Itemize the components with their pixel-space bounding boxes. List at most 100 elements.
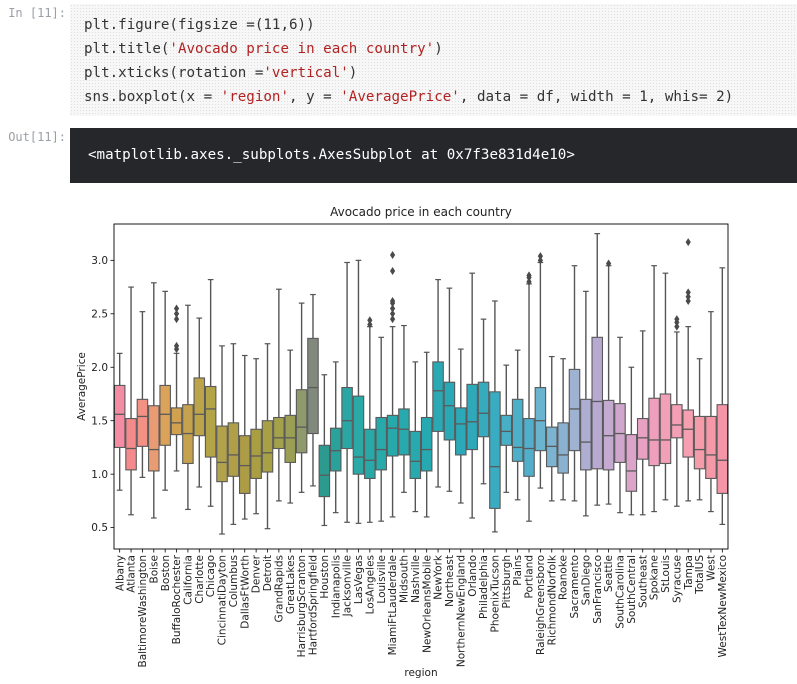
box-Denver bbox=[250, 358, 262, 515]
box-Midsouth bbox=[398, 324, 410, 493]
x-tick-label: Atlanta bbox=[126, 555, 138, 593]
x-tick-label: Spokane bbox=[649, 555, 661, 600]
box-Charlotte bbox=[193, 317, 206, 488]
x-tick-label: SanFrancisco bbox=[592, 555, 604, 624]
box-iqr bbox=[705, 415, 717, 479]
x-tick-label: LasVegas bbox=[353, 555, 365, 604]
box-LosAngeles bbox=[364, 316, 376, 523]
box-Seattle bbox=[602, 259, 615, 505]
box-SouthCentral bbox=[625, 366, 638, 516]
box-iqr bbox=[125, 418, 137, 471]
x-tick-label: NewYork bbox=[433, 554, 445, 600]
code-string-token: 'AveragePrice' bbox=[340, 89, 460, 105]
x-tick-label: GreatLakes bbox=[285, 555, 297, 614]
outlier-marker bbox=[367, 320, 373, 329]
box-Spokane bbox=[648, 265, 660, 513]
box-WestTexNewMexico bbox=[716, 267, 729, 526]
outlier-marker bbox=[685, 292, 691, 301]
box-iqr bbox=[659, 393, 672, 465]
box-iqr bbox=[227, 422, 240, 477]
x-tick-label: Chicago bbox=[205, 555, 217, 597]
box-iqr bbox=[693, 415, 706, 470]
x-tick-label: TotalUS bbox=[694, 555, 706, 595]
box-iqr bbox=[648, 397, 660, 467]
x-tick-label: Sacramento bbox=[569, 555, 581, 619]
box-SanFrancisco bbox=[591, 233, 604, 506]
box-Boise bbox=[148, 282, 160, 519]
y-tick-label: 2.0 bbox=[91, 362, 108, 374]
box-Pittsburgh bbox=[500, 364, 513, 493]
x-tick-label: MiamiFtLauderdale bbox=[387, 555, 399, 655]
x-tick-label: Northeast bbox=[444, 555, 456, 607]
x-tick-label: WestTexNewMexico bbox=[717, 555, 729, 658]
box-iqr bbox=[307, 337, 319, 435]
box-Roanoke bbox=[557, 358, 569, 501]
outlier-marker bbox=[389, 251, 396, 260]
box-Orlando bbox=[466, 272, 478, 519]
output-cell: <matplotlib.axes._subplots.AxesSubplot a… bbox=[70, 128, 797, 183]
output-text: <matplotlib.axes._subplots.AxesSubplot a… bbox=[88, 147, 575, 163]
outlier-marker bbox=[173, 309, 180, 318]
x-tick-label: HarrisburgScranton bbox=[296, 555, 308, 657]
box-HartfordSpringfield bbox=[307, 293, 319, 487]
box-Nashville bbox=[409, 361, 422, 513]
box-Tampa bbox=[682, 238, 694, 502]
box-iqr bbox=[557, 422, 569, 474]
y-tick-label: 2.5 bbox=[91, 308, 108, 320]
code-token: ) bbox=[348, 65, 358, 81]
box-iqr bbox=[636, 418, 649, 460]
code-token: plt.figure(figsize =(11,6)) bbox=[84, 17, 315, 33]
x-tick-label: Pittsburgh bbox=[501, 555, 513, 609]
box-iqr bbox=[273, 416, 285, 450]
y-tick-label: 1.5 bbox=[91, 415, 108, 427]
box-Southeast bbox=[636, 330, 649, 516]
box-California bbox=[182, 304, 194, 511]
x-tick-label: Tampa bbox=[683, 555, 695, 590]
outlier-marker bbox=[526, 271, 532, 280]
outlier-marker bbox=[537, 256, 543, 265]
box-West bbox=[705, 311, 717, 513]
outlier-marker bbox=[173, 341, 180, 350]
x-tick-label: BaltimoreWashington bbox=[137, 555, 149, 668]
box-Philadelphia bbox=[477, 318, 490, 485]
outlier-marker bbox=[389, 296, 396, 305]
y-tick-label: 1.0 bbox=[91, 469, 108, 481]
x-tick-label: Syracuse bbox=[671, 555, 683, 603]
outlier-marker bbox=[367, 316, 373, 325]
box-iqr bbox=[364, 428, 376, 479]
box-Houston bbox=[318, 374, 331, 527]
box-Albany bbox=[113, 352, 126, 491]
x-tick-label: Orlando bbox=[467, 555, 479, 597]
box-MiamiFtLauderdale bbox=[386, 251, 399, 518]
code-token: , data = df, width = 1, whis= 2) bbox=[459, 89, 734, 105]
box-NewYork bbox=[432, 278, 444, 488]
box-RichmondNorfolk bbox=[545, 355, 558, 502]
box-iqr bbox=[136, 398, 149, 447]
x-tick-label: Albany bbox=[114, 555, 126, 591]
box-SouthCarolina bbox=[614, 336, 626, 514]
y-axis-label: AveragePrice bbox=[76, 352, 88, 421]
box-iqr bbox=[420, 416, 433, 472]
box-Jacksonville bbox=[341, 261, 353, 523]
box-Louisville bbox=[375, 336, 387, 522]
x-tick-label: Seattle bbox=[603, 555, 615, 592]
boxplot-figure: Albany Atlanta BaltimoreWashington Boise Bos… bbox=[76, 205, 729, 679]
box-iqr bbox=[238, 435, 251, 494]
outlier-marker bbox=[173, 315, 180, 324]
box-iqr bbox=[580, 398, 592, 471]
box-iqr bbox=[489, 391, 501, 509]
x-tick-label: SouthCentral bbox=[626, 555, 638, 624]
code-cell[interactable]: plt.figure(figsize =(11,6)) plt.title('A… bbox=[70, 4, 797, 116]
box-NorthernNewEngland bbox=[455, 348, 467, 504]
x-tick-label: GrandRapids bbox=[273, 555, 285, 622]
box-iqr bbox=[170, 407, 183, 436]
x-tick-label: BuffaloRochester bbox=[171, 554, 183, 644]
output-prompt: Out[11]: bbox=[8, 130, 66, 144]
code-line-2: plt.title('Avocado price in each country… bbox=[84, 41, 443, 57]
box-iqr bbox=[352, 395, 365, 475]
box-GreatLakes bbox=[284, 349, 297, 504]
box-iqr bbox=[295, 389, 308, 454]
chart-title: Avocado price in each country bbox=[330, 205, 512, 219]
x-tick-label: Charlotte bbox=[194, 555, 206, 604]
box-Boston bbox=[159, 290, 171, 491]
